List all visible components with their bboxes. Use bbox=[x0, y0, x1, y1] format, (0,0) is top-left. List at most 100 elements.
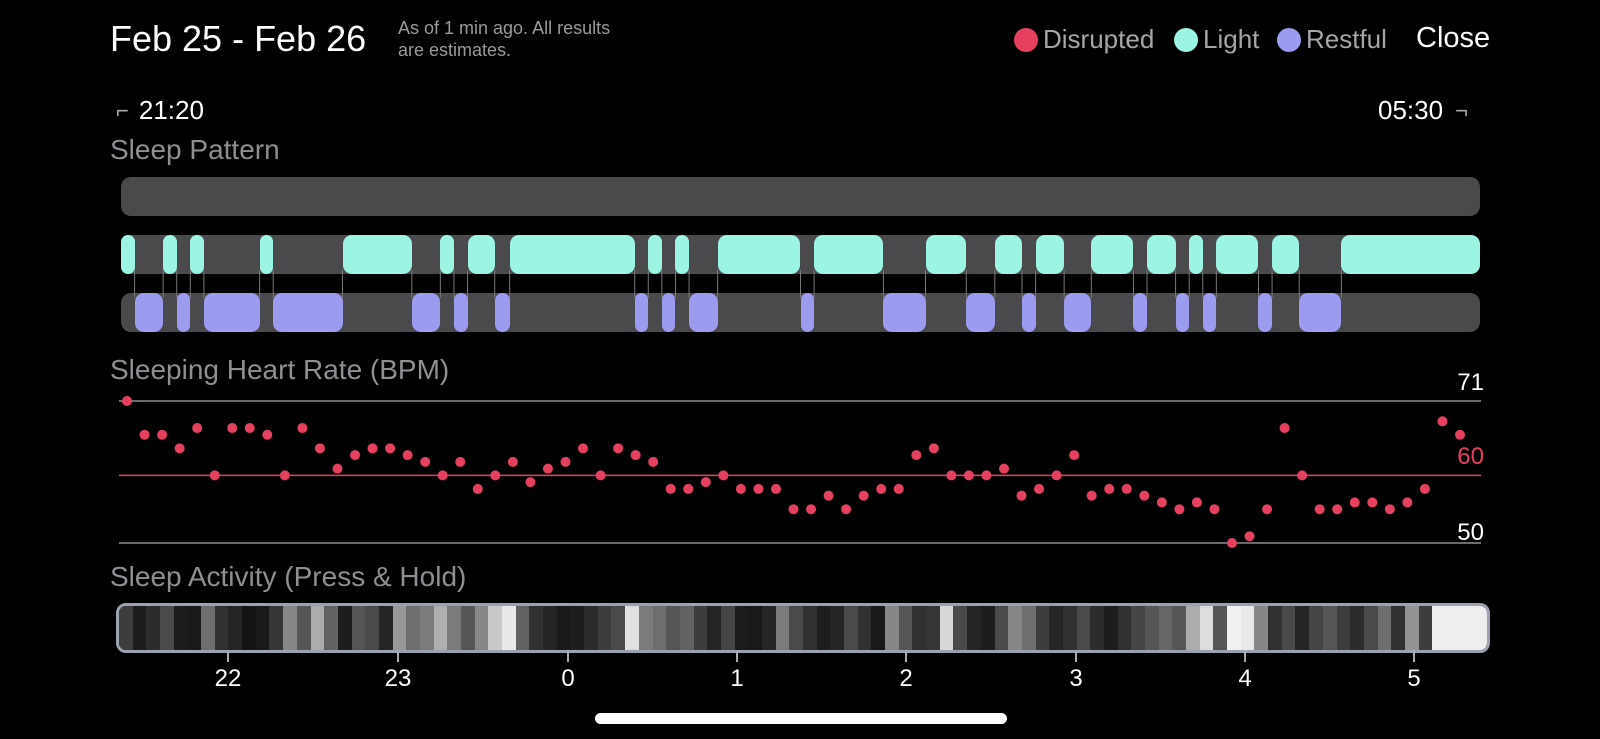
legend-light: Light bbox=[1174, 24, 1259, 55]
activity-stripe bbox=[584, 606, 601, 650]
light-segment bbox=[467, 235, 495, 274]
estimate-note: As of 1 min ago. All results are estimat… bbox=[398, 17, 610, 61]
hr-point bbox=[841, 504, 852, 515]
light-segment bbox=[925, 235, 967, 274]
activity-stripe bbox=[912, 606, 929, 650]
activity-stripe bbox=[1473, 606, 1487, 650]
activity-stripe bbox=[502, 606, 519, 650]
activity-stripe bbox=[556, 606, 574, 650]
end-time-label: 05:30 bbox=[1378, 95, 1444, 125]
hr-point bbox=[595, 470, 606, 481]
activity-stripe bbox=[119, 606, 136, 650]
activity-stripe bbox=[980, 606, 998, 650]
axis-tick-label: 1 bbox=[730, 665, 744, 692]
activity-stripe bbox=[1295, 606, 1312, 650]
activity-stripe bbox=[1404, 606, 1422, 650]
axis-tick-mark bbox=[227, 650, 229, 662]
hr-point bbox=[1384, 504, 1395, 515]
activity-stripe bbox=[898, 606, 916, 650]
restful-segment bbox=[273, 293, 343, 332]
hr-point bbox=[1139, 490, 1150, 501]
activity-stripe bbox=[283, 606, 300, 650]
hr-point bbox=[542, 463, 553, 474]
hr-point bbox=[490, 470, 501, 481]
hr-point bbox=[262, 429, 273, 440]
hr-point bbox=[560, 456, 571, 467]
activity-stripe bbox=[406, 606, 423, 650]
hr-point bbox=[823, 490, 834, 501]
hr-point bbox=[753, 483, 764, 494]
light-segment bbox=[648, 235, 662, 274]
activity-stripe bbox=[570, 606, 587, 650]
restful-segment bbox=[1299, 293, 1342, 332]
hr-point bbox=[314, 443, 325, 454]
hr-point bbox=[385, 443, 396, 454]
activity-stripe bbox=[1322, 606, 1340, 650]
activity-stripe bbox=[830, 606, 847, 650]
activity-stripe bbox=[529, 606, 546, 650]
activity-stripe bbox=[926, 606, 943, 650]
hr-point bbox=[613, 443, 624, 454]
restful-segment bbox=[661, 293, 676, 332]
activity-stripe bbox=[1090, 606, 1107, 650]
sleep-pattern-chart[interactable] bbox=[0, 0, 1600, 340]
activity-stripe bbox=[871, 606, 888, 650]
hr-point bbox=[350, 450, 361, 461]
activity-stripe bbox=[844, 606, 861, 650]
light-segment bbox=[121, 235, 135, 274]
hr-point bbox=[1455, 429, 1465, 440]
activity-stripe bbox=[461, 606, 478, 650]
activity-stripe bbox=[720, 606, 738, 650]
restful-segment bbox=[1022, 293, 1036, 332]
activity-stripe bbox=[953, 606, 970, 650]
activity-stripe bbox=[652, 606, 669, 650]
hr-point bbox=[806, 504, 817, 515]
light-segment bbox=[1189, 235, 1203, 274]
disrupted-track bbox=[121, 177, 1480, 216]
sleep-pattern-title: Sleep Pattern bbox=[110, 134, 280, 165]
hr-point bbox=[1209, 504, 1220, 515]
legend-disrupted: Disrupted bbox=[1014, 24, 1154, 55]
activity-stripe bbox=[242, 606, 259, 650]
hr-point bbox=[455, 456, 466, 467]
activity-stripe bbox=[789, 606, 806, 650]
restful-segment bbox=[176, 293, 191, 332]
axis-tick-mark bbox=[567, 650, 569, 662]
hr-point bbox=[1297, 470, 1308, 481]
light-segment bbox=[342, 235, 412, 274]
hr-point bbox=[700, 477, 711, 488]
restful-segment bbox=[800, 293, 815, 332]
activity-stripe bbox=[1213, 606, 1230, 650]
heart-rate-chart[interactable] bbox=[0, 0, 1600, 560]
hr-point bbox=[1419, 483, 1430, 494]
activity-stripe bbox=[337, 606, 355, 650]
hr-point bbox=[1069, 450, 1080, 461]
hr-point bbox=[665, 483, 676, 494]
hr-point bbox=[1104, 483, 1115, 494]
light-segment bbox=[440, 235, 454, 274]
activity-stripe bbox=[666, 606, 683, 650]
hr-point bbox=[1191, 497, 1202, 508]
hr-point bbox=[963, 470, 974, 481]
sleep-activity-bar[interactable] bbox=[116, 603, 1490, 653]
hr-point bbox=[630, 450, 641, 461]
light-segment bbox=[1341, 235, 1480, 274]
activity-stripe bbox=[488, 606, 505, 650]
activity-stripe bbox=[543, 606, 560, 650]
axis-tick-label: 22 bbox=[214, 665, 242, 692]
hr-point bbox=[507, 456, 518, 467]
hr-point bbox=[332, 463, 343, 474]
close-button[interactable]: Close bbox=[1416, 22, 1491, 54]
axis-tick-label: 2 bbox=[899, 665, 913, 692]
legend-disrupted-label: Disrupted bbox=[1043, 24, 1155, 54]
activity-stripe bbox=[1281, 606, 1299, 650]
activity-stripe bbox=[1008, 606, 1025, 650]
hr-point bbox=[1016, 490, 1027, 501]
activity-stripe bbox=[775, 606, 793, 650]
hr-point bbox=[981, 470, 992, 481]
activity-stripe bbox=[885, 606, 902, 650]
home-indicator[interactable] bbox=[595, 713, 1007, 724]
hr-point bbox=[209, 470, 220, 481]
axis-tick-label: 3 bbox=[1069, 665, 1083, 692]
activity-stripe bbox=[625, 606, 642, 650]
